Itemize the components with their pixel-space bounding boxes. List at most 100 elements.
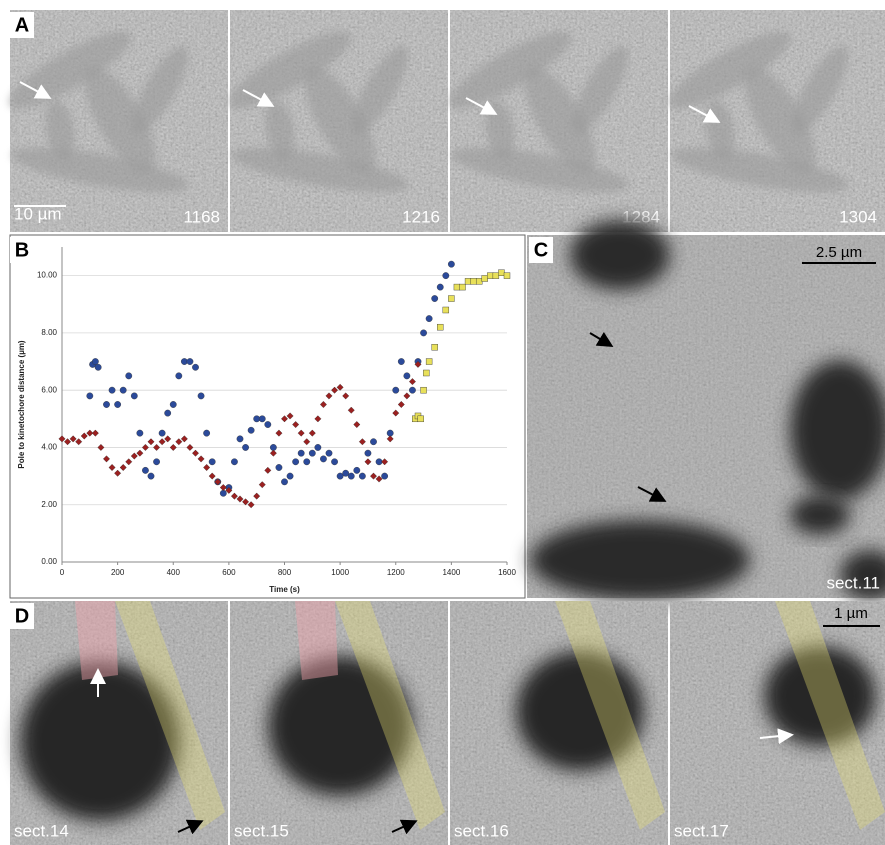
section-label: sect.17	[674, 821, 729, 840]
data-point	[119, 386, 127, 394]
data-point	[275, 429, 283, 437]
data-point	[420, 386, 427, 394]
data-point	[286, 472, 294, 480]
chromatin	[570, 220, 670, 290]
data-point	[203, 464, 211, 471]
data-point	[447, 260, 455, 268]
microtubule-overlay	[115, 601, 225, 830]
data-point	[386, 435, 394, 443]
y-tick-label: 0.00	[41, 557, 57, 566]
data-point	[397, 358, 405, 365]
data-point	[303, 458, 311, 466]
data-point	[136, 429, 144, 437]
y-axis-label: Pole to kinetochore distance (µm)	[17, 340, 26, 469]
data-point	[175, 438, 183, 446]
data-point	[464, 278, 472, 285]
data-point	[347, 406, 355, 414]
data-point	[353, 466, 361, 474]
data-point	[86, 392, 94, 400]
data-point	[147, 472, 155, 480]
pink-overlay	[75, 601, 118, 680]
data-point	[242, 498, 250, 506]
chromosome	[84, 66, 156, 174]
arrow	[688, 105, 721, 123]
data-point	[86, 429, 94, 437]
data-point	[381, 472, 389, 480]
data-point	[414, 360, 422, 368]
data-point	[258, 415, 266, 423]
panel-label-box	[10, 237, 34, 263]
panel-label: A	[15, 14, 29, 36]
microtubule-overlay	[555, 601, 665, 830]
data-point	[475, 278, 483, 285]
x-tick-label: 1000	[331, 568, 349, 577]
chromosome	[265, 100, 295, 160]
data-point	[114, 401, 122, 408]
data-point	[314, 444, 322, 451]
chart: 0.00 2.00 4.00 6.00 8.00 10.00 0 200 400 600 800 10…	[17, 247, 516, 594]
arrow	[19, 81, 52, 99]
data-point	[275, 464, 283, 471]
x-tick-label: 1600	[498, 568, 516, 577]
data-point	[308, 429, 316, 437]
data-point	[325, 392, 333, 400]
chromosome	[131, 46, 189, 134]
panel-b-frame	[9, 234, 526, 599]
data-point	[91, 358, 99, 365]
data-point	[264, 466, 272, 474]
data-point	[125, 458, 133, 466]
data-point	[247, 426, 255, 434]
chromosome	[451, 147, 629, 193]
data-point	[258, 481, 266, 489]
data-point	[325, 449, 333, 457]
data-point	[459, 283, 466, 291]
panel-label-box	[529, 237, 553, 263]
frame-time: 1168	[183, 207, 220, 226]
data-point	[114, 469, 122, 477]
data-point	[331, 458, 338, 466]
data-point	[158, 438, 166, 446]
y-tick-label: 6.00	[41, 385, 57, 394]
y-tick-label: 10.00	[37, 271, 58, 280]
kinetochore	[764, 646, 876, 746]
x-tick-label: 600	[222, 568, 236, 577]
data-point	[336, 472, 344, 480]
data-point	[247, 501, 255, 509]
panel-c: 2.5 µm sect.11	[527, 220, 885, 600]
section-label: sect.14	[14, 821, 69, 840]
x-tick-label: 1200	[387, 568, 405, 577]
panel-label: D	[15, 605, 29, 627]
microtubule-overlay	[335, 601, 445, 830]
data-point	[242, 444, 249, 451]
data-point	[403, 372, 411, 380]
data-point	[231, 458, 238, 466]
data-point	[103, 401, 110, 408]
data-point	[487, 272, 494, 279]
chromosome	[228, 31, 352, 109]
data-point	[180, 435, 188, 443]
data-point	[364, 449, 372, 457]
data-point	[203, 429, 211, 437]
data-point	[370, 472, 377, 480]
data-point	[303, 438, 311, 446]
data-point	[319, 401, 327, 408]
data-point	[125, 372, 133, 380]
y-tick-label: 4.00	[41, 443, 57, 452]
arrow	[465, 97, 498, 115]
y-tick-label: 2.00	[41, 500, 57, 509]
scale-bar-label: 10 µm	[14, 204, 62, 223]
data-point	[186, 443, 194, 451]
data-point	[453, 283, 461, 291]
scale-bar-label: 1 µm	[834, 605, 868, 622]
chromatin	[790, 360, 885, 500]
data-point	[219, 484, 227, 492]
chromosome	[485, 100, 515, 160]
kinetochore	[268, 656, 412, 796]
data-point	[431, 295, 439, 302]
data-point	[236, 495, 244, 503]
data-point	[381, 458, 389, 466]
data-point	[342, 469, 350, 477]
data-point	[375, 475, 383, 483]
data-point	[175, 372, 183, 380]
